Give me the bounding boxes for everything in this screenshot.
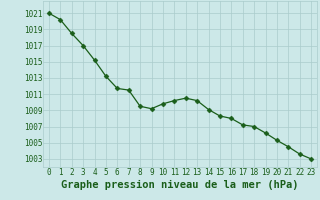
X-axis label: Graphe pression niveau de la mer (hPa): Graphe pression niveau de la mer (hPa) bbox=[61, 179, 299, 190]
